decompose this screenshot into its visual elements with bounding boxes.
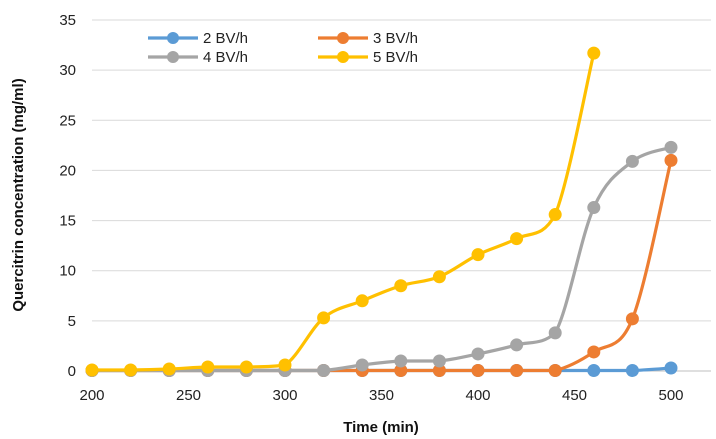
data-point bbox=[625, 363, 639, 377]
data-point bbox=[664, 140, 678, 154]
legend-item: 4 BV/h bbox=[148, 49, 248, 66]
data-point bbox=[548, 208, 562, 222]
data-point bbox=[664, 153, 678, 167]
data-point bbox=[587, 363, 601, 377]
y-tick-label: 0 bbox=[68, 363, 76, 380]
data-point bbox=[317, 311, 331, 325]
data-point bbox=[355, 358, 369, 372]
x-tick-label: 450 bbox=[562, 387, 587, 404]
legend-marker bbox=[167, 51, 179, 63]
legend-item: 2 BV/h bbox=[148, 30, 248, 47]
legend-item: 5 BV/h bbox=[318, 49, 418, 66]
y-tick-labels: 0 5 10 15 20 25 30 35 bbox=[59, 12, 76, 380]
series-line bbox=[91, 52, 596, 372]
data-point bbox=[587, 46, 601, 60]
data-point bbox=[432, 363, 446, 377]
data-point bbox=[510, 232, 524, 246]
y-tick-label: 35 bbox=[59, 12, 76, 29]
data-point bbox=[239, 360, 253, 374]
y-tick-label: 25 bbox=[59, 112, 76, 129]
y-tick-label: 15 bbox=[59, 213, 76, 230]
x-tick-label: 300 bbox=[272, 387, 297, 404]
data-point bbox=[625, 312, 639, 326]
data-point bbox=[510, 363, 524, 377]
series-group bbox=[85, 46, 678, 377]
legend-marker bbox=[337, 32, 349, 44]
series-line bbox=[92, 145, 672, 373]
data-point bbox=[664, 361, 678, 375]
series-3-bv-h bbox=[85, 153, 678, 377]
y-tick-label: 30 bbox=[59, 62, 76, 79]
legend-marker bbox=[167, 32, 179, 44]
data-point bbox=[471, 248, 485, 262]
x-tick-label: 400 bbox=[465, 387, 490, 404]
series-line bbox=[92, 160, 673, 373]
series-4-bv-h bbox=[85, 140, 678, 377]
legend-marker bbox=[337, 51, 349, 63]
y-tick-label: 20 bbox=[59, 162, 76, 179]
x-tick-label: 250 bbox=[176, 387, 201, 404]
y-axis-title: Quercitrin concentration (mg/ml) bbox=[10, 78, 27, 311]
x-tick-label: 500 bbox=[658, 387, 683, 404]
legend-item: 3 BV/h bbox=[318, 30, 418, 47]
data-point bbox=[471, 347, 485, 361]
data-point bbox=[625, 154, 639, 168]
data-point bbox=[317, 363, 331, 377]
x-tick-label: 200 bbox=[79, 387, 104, 404]
legend-label: 4 BV/h bbox=[203, 49, 248, 66]
x-axis-title: Time (min) bbox=[343, 419, 419, 436]
data-point bbox=[124, 363, 138, 377]
legend-label: 2 BV/h bbox=[203, 30, 248, 47]
data-point bbox=[162, 362, 176, 376]
x-tick-label: 350 bbox=[369, 387, 394, 404]
data-point bbox=[587, 345, 601, 359]
data-point bbox=[394, 279, 408, 293]
data-point bbox=[432, 354, 446, 368]
data-point bbox=[548, 363, 562, 377]
data-point bbox=[587, 201, 601, 215]
x-tick-labels: 200 250 300 350 400 450 500 bbox=[79, 387, 683, 404]
data-point bbox=[201, 360, 215, 374]
data-point bbox=[510, 338, 524, 352]
legend: 2 BV/h 3 BV/h 4 BV/h 5 BV/h bbox=[148, 30, 418, 66]
data-point bbox=[548, 326, 562, 340]
data-point bbox=[432, 270, 446, 284]
data-point bbox=[355, 294, 369, 308]
data-point bbox=[394, 354, 408, 368]
data-point bbox=[85, 363, 99, 377]
gridlines bbox=[92, 19, 711, 322]
series-5-bv-h bbox=[85, 46, 601, 377]
legend-label: 3 BV/h bbox=[373, 30, 418, 47]
data-point bbox=[394, 363, 408, 377]
data-point bbox=[278, 358, 292, 372]
y-tick-label: 5 bbox=[68, 313, 76, 330]
legend-label: 5 BV/h bbox=[373, 49, 418, 66]
y-tick-label: 10 bbox=[59, 263, 76, 280]
data-point bbox=[471, 363, 485, 377]
